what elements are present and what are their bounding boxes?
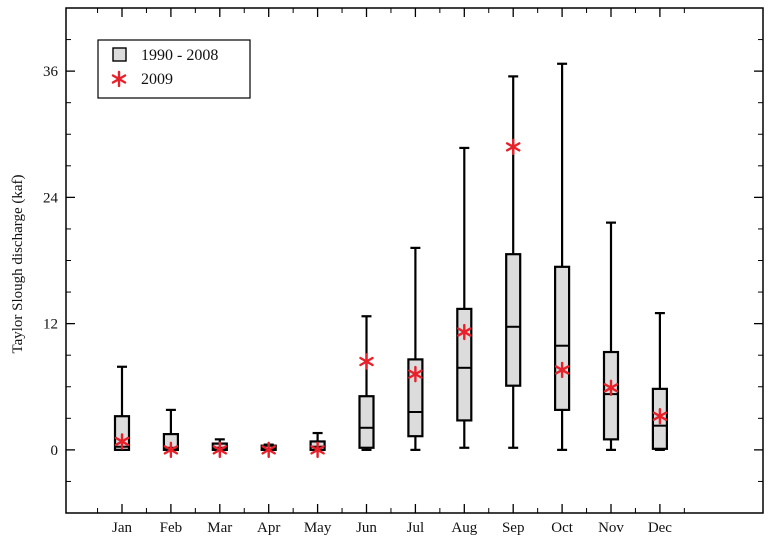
x-tick-label-mar: Mar xyxy=(207,520,232,536)
marker-2009-feb-stroke xyxy=(163,445,179,455)
box-jul xyxy=(407,246,424,451)
x-tick-label-dec: Dec xyxy=(648,520,672,536)
marker-2009-may xyxy=(310,441,325,459)
x-tick-label-sep: Sep xyxy=(502,520,525,536)
y-axis-label: Taylor Slough discharge (kaf) xyxy=(10,174,26,353)
legend-frame xyxy=(97,39,251,99)
marker-2009-oct-stroke xyxy=(554,365,570,375)
marker-2009-nov xyxy=(603,379,619,397)
x-tick-label-oct: Oct xyxy=(551,520,573,536)
marker-2009-aug xyxy=(457,323,472,341)
iqr-box xyxy=(358,395,375,449)
x-axis: Jan Feb Mar Apr May Jun Jul Aug Sep Oct Nov Dec xyxy=(97,8,685,536)
legend-star xyxy=(111,70,127,88)
x-tick-label-aug: Aug xyxy=(451,520,477,536)
x-tick-label-jan: Jan xyxy=(112,520,132,536)
marker-2009-jun-stroke xyxy=(359,356,374,367)
x-tick-label-may: May xyxy=(304,520,332,536)
marker-2009-dec-stroke xyxy=(652,411,668,421)
box-series xyxy=(113,62,669,451)
legend: 1990 - 2008 2009 xyxy=(97,39,251,99)
iqr-box xyxy=(553,265,571,411)
y-tick-label: 12 xyxy=(43,317,58,333)
legend-star-marker xyxy=(111,70,127,88)
box-sep xyxy=(505,75,522,449)
marker-series xyxy=(114,138,668,459)
box-nov xyxy=(602,221,620,451)
box-dec xyxy=(651,312,669,451)
marker-2009-apr xyxy=(261,441,276,459)
box-oct xyxy=(553,62,571,451)
iqr-box xyxy=(113,415,131,451)
marker-2009-nov-stroke xyxy=(603,383,619,393)
y-axis: 0 12 24 36 xyxy=(43,7,763,482)
marker-2009-sep xyxy=(505,138,521,156)
iqr-box xyxy=(407,358,424,438)
marker-2009-aug-stroke xyxy=(457,327,472,337)
marker-2009-feb xyxy=(163,441,179,459)
x-tick-label-nov: Nov xyxy=(598,520,624,536)
legend-star-stroke xyxy=(111,74,127,84)
box-aug xyxy=(456,146,473,449)
x-tick-label-jul: Jul xyxy=(407,520,425,536)
marker-2009-jan xyxy=(114,433,130,450)
marker-2009-sep-stroke xyxy=(505,142,521,152)
y-tick-label: 0 xyxy=(51,443,59,459)
marker-2009-oct xyxy=(554,361,570,379)
y-tick-label: 36 xyxy=(43,64,59,80)
marker-2009-jun xyxy=(359,353,374,370)
iqr-box xyxy=(456,307,473,422)
x-tick-label-apr: Apr xyxy=(257,520,280,536)
legend-label-1990-2008: 1990 - 2008 xyxy=(141,47,218,64)
box-jan xyxy=(113,365,131,451)
marker-2009-mar-stroke xyxy=(212,445,228,455)
legend-label-2009: 2009 xyxy=(141,71,173,88)
x-tick-label-feb: Feb xyxy=(160,520,183,536)
marker-2009-jan-stroke xyxy=(114,436,130,447)
marker-2009-dec xyxy=(652,408,668,425)
marker-2009-jul-stroke xyxy=(408,369,423,379)
marker-2009-apr-stroke xyxy=(261,445,276,455)
marker-2009-may-stroke xyxy=(310,445,325,455)
box-jun xyxy=(358,315,375,451)
marker-2009-jul xyxy=(408,365,423,383)
marker-2009-mar xyxy=(212,441,228,459)
x-tick-label-jun: Jun xyxy=(356,520,377,536)
iqr-box xyxy=(505,253,522,387)
legend-box-swatch xyxy=(112,47,127,62)
y-tick-label: 24 xyxy=(43,190,59,206)
